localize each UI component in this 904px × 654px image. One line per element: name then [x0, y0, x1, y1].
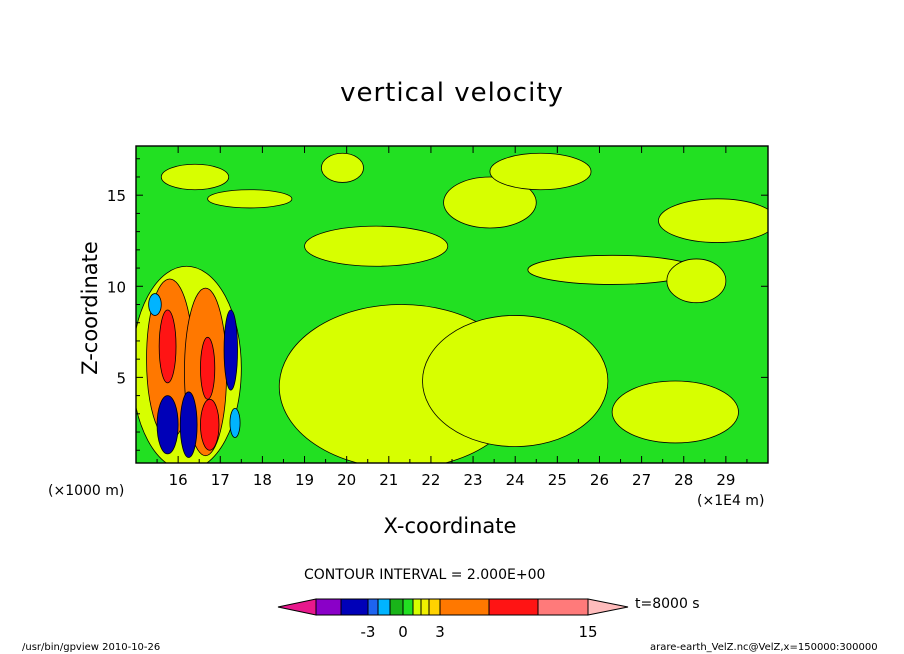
colorbar-tick-label: -3: [361, 623, 376, 641]
colorbar-cell: [377, 598, 391, 616]
x-tick-label: 24: [506, 471, 525, 489]
contour-region-yellow: [489, 152, 592, 191]
colorbar: -3 0 3 15: [277, 598, 629, 641]
colorbar-cell: [428, 598, 441, 616]
colorbar-tick-label: 3: [435, 623, 445, 641]
colorbar-cell: [439, 598, 490, 616]
contour-region-yellow: [160, 163, 230, 191]
chart-title: vertical velocity: [340, 78, 564, 108]
contour-region-cyan: [229, 407, 241, 438]
colorbar-cell: [315, 598, 342, 616]
colorbar-cell: [420, 598, 430, 616]
x-unit-right: (×1E4 m): [697, 493, 765, 509]
x-tick-label: 27: [632, 471, 651, 489]
x-tick-label: 17: [211, 471, 230, 489]
contour-region-navy: [179, 391, 198, 458]
colorbar-cell: [340, 598, 369, 616]
y-tick-label: 15: [107, 187, 126, 205]
time-label: t=8000 s: [635, 596, 700, 612]
y-axis-label: Z-coordinate: [78, 241, 102, 375]
x-tick-label: 23: [464, 471, 483, 489]
x-tick-label: 20: [337, 471, 356, 489]
x-tick-label: 26: [590, 471, 609, 489]
colorbar-cell: [537, 598, 589, 616]
x-unit-left: (×1000 m): [48, 483, 125, 499]
contour-region-navy: [223, 309, 238, 391]
colorbar-cell: [389, 598, 404, 616]
colorbar-cell: [402, 598, 414, 616]
contour-region-navy: [156, 395, 179, 455]
x-tick-label: 25: [548, 471, 567, 489]
colorbar-tick-label: 15: [578, 623, 597, 641]
y-tick-label: 10: [107, 278, 126, 296]
footer-right: arare-earth_VelZ.nc@VelZ,x=150000:300000: [650, 642, 878, 653]
x-tick-label: 18: [253, 471, 272, 489]
x-tick-label: 16: [169, 471, 188, 489]
contour-region-yellow: [611, 380, 739, 444]
x-tick-label: 21: [379, 471, 398, 489]
contour-region-yellow: [304, 225, 449, 267]
contour-region-yellow: [443, 176, 537, 229]
colorbar-overflow: [587, 598, 629, 616]
x-tick-label: 19: [295, 471, 314, 489]
colorbar-cell: [412, 598, 422, 616]
contour-region-yellow: [207, 189, 293, 209]
contour-regions: [136, 152, 768, 463]
contour-region-red: [158, 309, 177, 384]
footer-left: /usr/bin/gpview 2010-10-26: [22, 642, 161, 653]
y-ticks: 5 10 15: [107, 158, 768, 451]
colorbar-underflow: [277, 598, 317, 616]
contour-interval: CONTOUR INTERVAL = 2.000E+00: [304, 567, 546, 583]
x-ticks: 16 17 18 19 20 21 22 23 24 25 26 27 28 29: [156, 146, 748, 489]
x-axis-label: X-coordinate: [383, 514, 517, 538]
x-tick-label: 29: [716, 471, 735, 489]
colorbar-cell: [367, 598, 379, 616]
x-tick-label: 28: [674, 471, 693, 489]
contour-region-yellow: [422, 315, 609, 448]
colorbar-cell: [488, 598, 539, 616]
contour-region-red: [200, 398, 220, 451]
contour-region-cyan: [148, 293, 162, 316]
contour-region-yellow: [320, 152, 364, 183]
colorbar-tick-label: 0: [398, 623, 408, 641]
contour-region-yellow: [666, 258, 727, 304]
y-tick-label: 5: [116, 369, 126, 387]
contour-region-red: [200, 336, 216, 400]
x-tick-label: 22: [421, 471, 440, 489]
contour-region-yellow: [658, 198, 768, 243]
